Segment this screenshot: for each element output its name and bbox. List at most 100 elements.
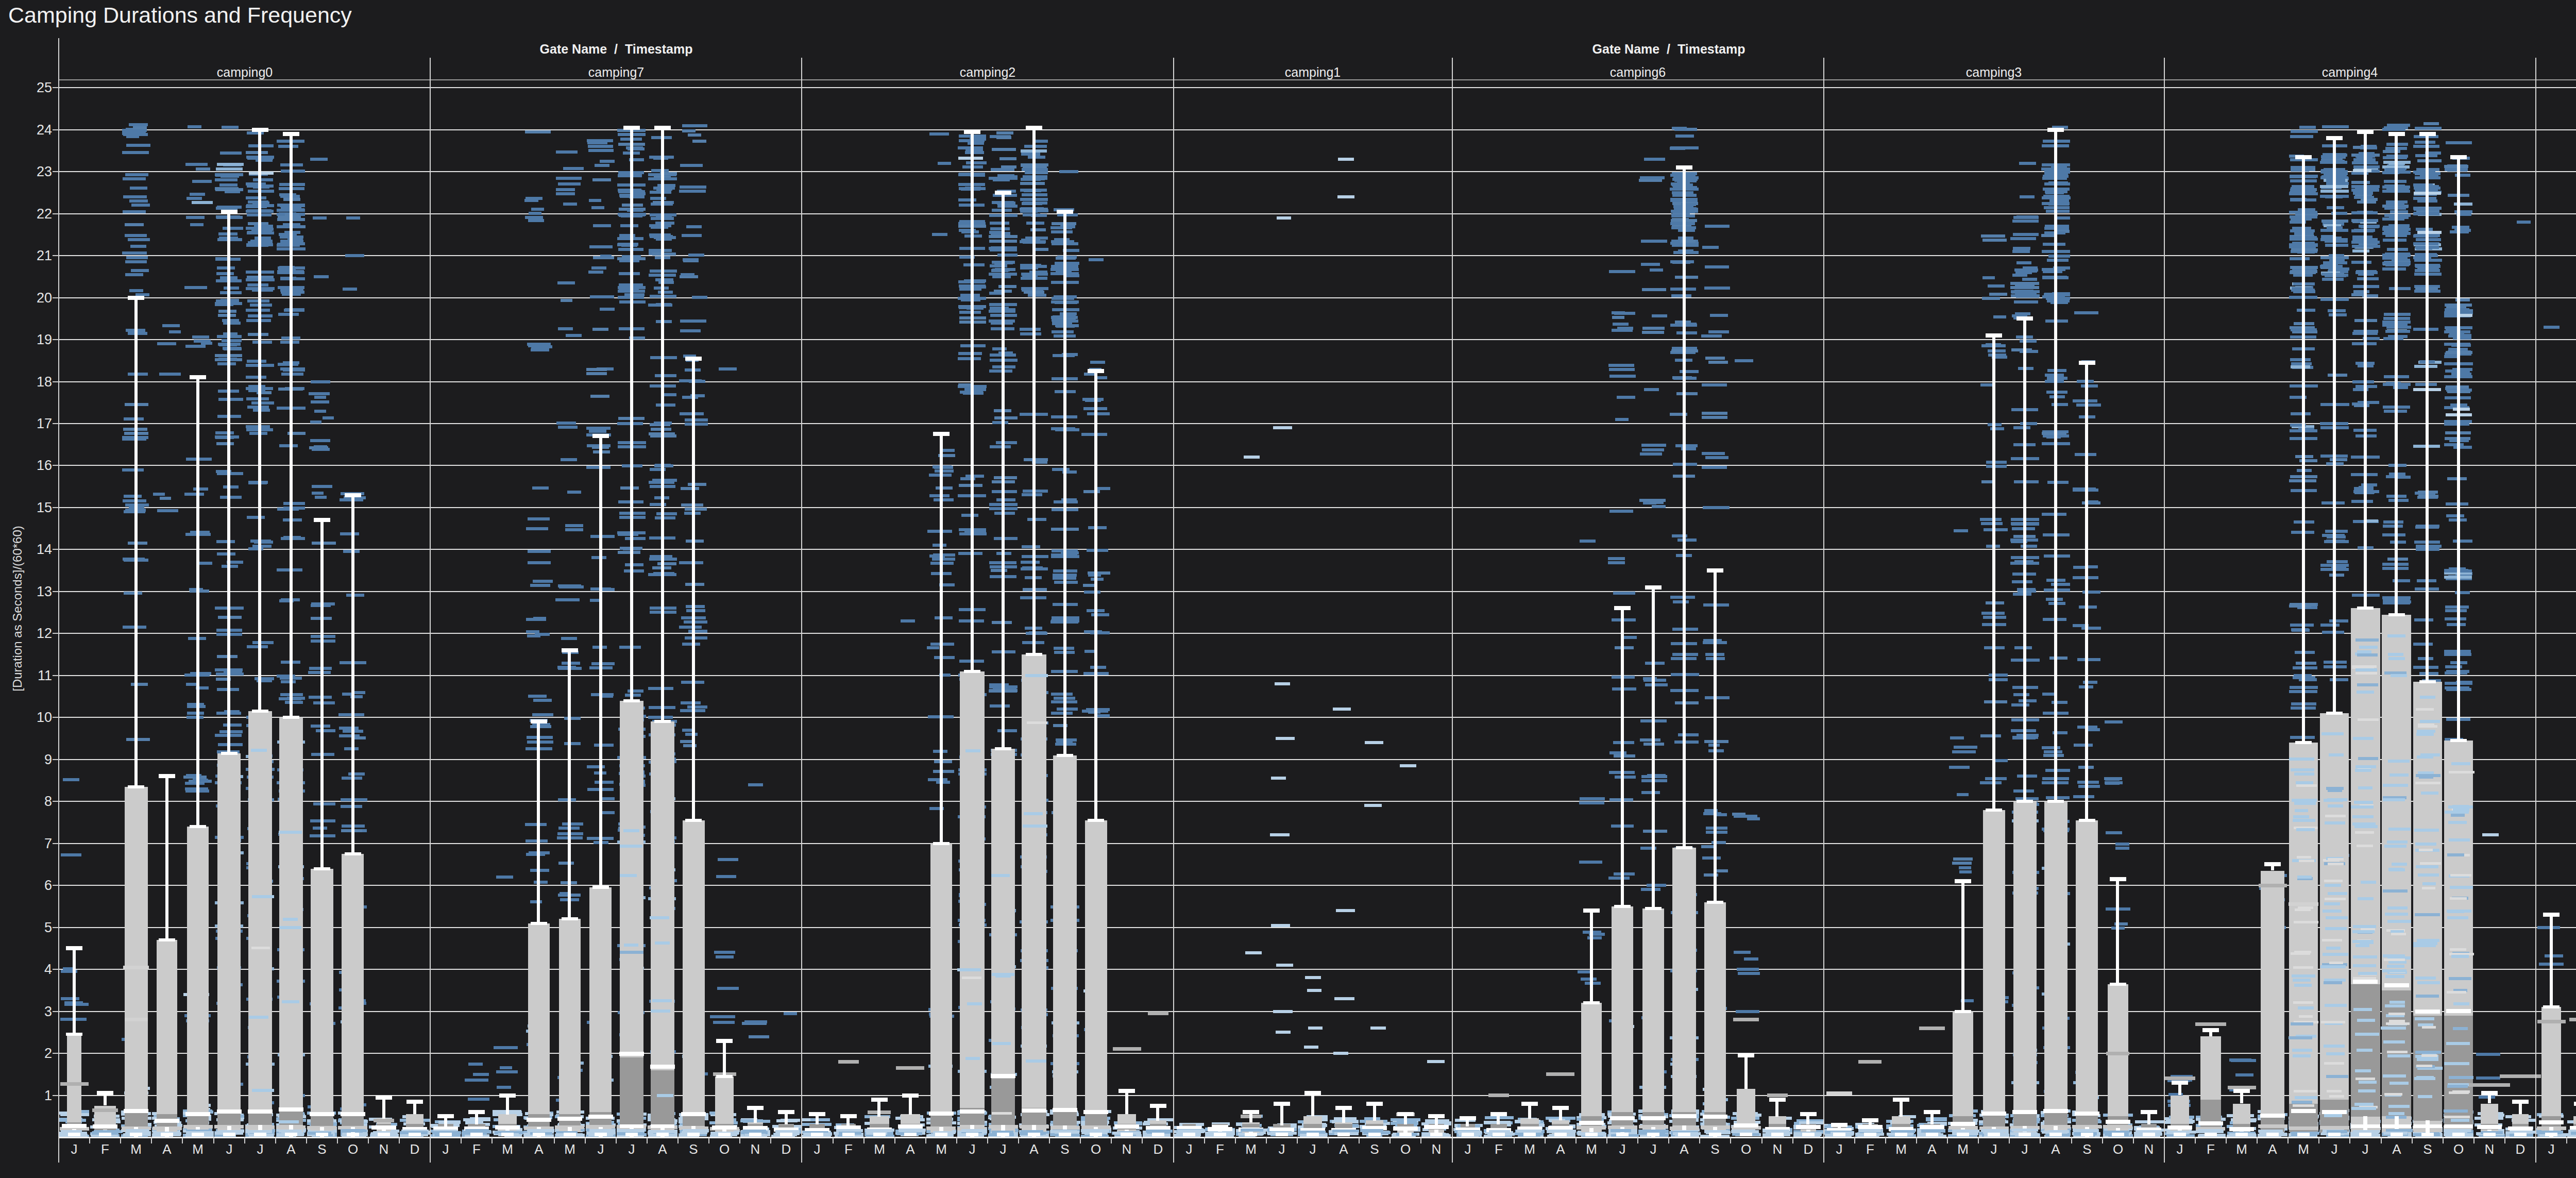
svg-text:23: 23	[37, 164, 52, 179]
svg-text:11: 11	[38, 668, 52, 683]
svg-text:A: A	[1927, 1141, 1937, 1157]
svg-text:J: J	[1619, 1141, 1626, 1157]
svg-text:D: D	[1804, 1141, 1814, 1157]
svg-text:M: M	[1524, 1141, 1535, 1157]
svg-text:S: S	[2423, 1141, 2432, 1157]
svg-text:O: O	[348, 1141, 358, 1157]
svg-text:O: O	[2453, 1141, 2464, 1157]
svg-text:F: F	[1866, 1141, 1874, 1157]
svg-text:J: J	[2548, 1141, 2555, 1157]
svg-text:N: N	[379, 1141, 389, 1157]
svg-text:A: A	[2268, 1141, 2277, 1157]
svg-text:S: S	[1060, 1141, 1069, 1157]
svg-text:25: 25	[37, 80, 52, 95]
svg-text:J: J	[443, 1141, 449, 1157]
svg-text:D: D	[1154, 1141, 1163, 1157]
svg-text:N: N	[751, 1141, 760, 1157]
svg-text:J: J	[226, 1141, 233, 1157]
svg-text:D: D	[2516, 1141, 2526, 1157]
svg-text:J: J	[2362, 1141, 2369, 1157]
svg-text:S: S	[2082, 1141, 2091, 1157]
svg-text:A: A	[1556, 1141, 1565, 1157]
svg-text:14: 14	[37, 542, 52, 557]
svg-text:N: N	[2144, 1141, 2154, 1157]
svg-text:19: 19	[37, 332, 52, 347]
svg-text:A: A	[1029, 1141, 1039, 1157]
svg-text:18: 18	[37, 374, 52, 390]
svg-text:camping3: camping3	[1966, 65, 2022, 79]
svg-text:J: J	[1279, 1141, 1285, 1157]
svg-text:J: J	[2331, 1141, 2338, 1157]
svg-text:M: M	[936, 1141, 947, 1157]
svg-text:M: M	[1957, 1141, 1969, 1157]
svg-text:8: 8	[44, 794, 52, 809]
svg-text:13: 13	[37, 584, 52, 599]
svg-text:J: J	[598, 1141, 604, 1157]
svg-text:M: M	[1245, 1141, 1257, 1157]
svg-text:A: A	[658, 1141, 667, 1157]
svg-text:F: F	[101, 1141, 109, 1157]
svg-text:A: A	[1680, 1141, 1689, 1157]
svg-text:15: 15	[37, 500, 52, 515]
svg-text:F: F	[472, 1141, 481, 1157]
svg-text:Gate Name / Timestamp: Gate Name / Timestamp	[1592, 42, 1745, 56]
svg-text:[Duration as Seconds]/(60*60): [Duration as Seconds]/(60*60)	[10, 526, 24, 692]
svg-text:6: 6	[44, 878, 52, 893]
svg-text:12: 12	[37, 626, 52, 641]
svg-text:4: 4	[44, 962, 52, 977]
svg-text:J: J	[814, 1141, 821, 1157]
svg-text:F: F	[1216, 1141, 1224, 1157]
svg-text:camping7: camping7	[588, 65, 644, 79]
svg-text:A: A	[534, 1141, 544, 1157]
svg-text:camping0: camping0	[217, 65, 273, 79]
svg-text:O: O	[1400, 1141, 1411, 1157]
svg-text:camping4: camping4	[2322, 65, 2378, 79]
svg-text:J: J	[1650, 1141, 1657, 1157]
svg-text:A: A	[162, 1141, 172, 1157]
svg-text:N: N	[1773, 1141, 1783, 1157]
svg-text:M: M	[874, 1141, 885, 1157]
svg-text:N: N	[2485, 1141, 2495, 1157]
svg-text:10: 10	[37, 710, 52, 725]
svg-text:S: S	[1370, 1141, 1379, 1157]
svg-text:M: M	[564, 1141, 575, 1157]
svg-text:7: 7	[44, 836, 52, 851]
svg-text:camping2: camping2	[960, 65, 1015, 79]
svg-text:M: M	[2236, 1141, 2247, 1157]
svg-text:J: J	[71, 1141, 78, 1157]
svg-text:J: J	[1186, 1141, 1193, 1157]
svg-text:3: 3	[44, 1004, 52, 1019]
svg-text:5: 5	[44, 920, 52, 935]
svg-text:17: 17	[37, 416, 52, 431]
svg-text:A: A	[286, 1141, 296, 1157]
svg-text:F: F	[844, 1141, 853, 1157]
svg-text:M: M	[192, 1141, 204, 1157]
svg-text:M: M	[2298, 1141, 2309, 1157]
svg-text:J: J	[969, 1141, 976, 1157]
svg-text:S: S	[317, 1141, 326, 1157]
svg-text:J: J	[1836, 1141, 1843, 1157]
svg-text:Camping Durations and Frequenc: Camping Durations and Frequency	[8, 3, 352, 27]
svg-text:N: N	[1432, 1141, 1442, 1157]
svg-text:O: O	[2113, 1141, 2123, 1157]
svg-text:J: J	[1465, 1141, 1471, 1157]
svg-text:O: O	[1741, 1141, 1751, 1157]
svg-text:J: J	[1000, 1141, 1007, 1157]
svg-text:A: A	[2392, 1141, 2401, 1157]
svg-text:Gate Name / Timestamp: Gate Name / Timestamp	[540, 42, 693, 56]
svg-text:16: 16	[37, 458, 52, 473]
svg-text:O: O	[719, 1141, 730, 1157]
svg-text:2: 2	[44, 1046, 52, 1061]
svg-text:M: M	[130, 1141, 142, 1157]
svg-text:J: J	[257, 1141, 264, 1157]
svg-text:M: M	[1586, 1141, 1597, 1157]
svg-text:J: J	[629, 1141, 635, 1157]
svg-text:F: F	[1495, 1141, 1503, 1157]
svg-text:S: S	[1710, 1141, 1719, 1157]
svg-text:22: 22	[37, 206, 52, 222]
svg-text:O: O	[1091, 1141, 1101, 1157]
svg-text:J: J	[1991, 1141, 1997, 1157]
svg-text:M: M	[1895, 1141, 1907, 1157]
svg-text:A: A	[906, 1141, 915, 1157]
svg-text:D: D	[782, 1141, 791, 1157]
